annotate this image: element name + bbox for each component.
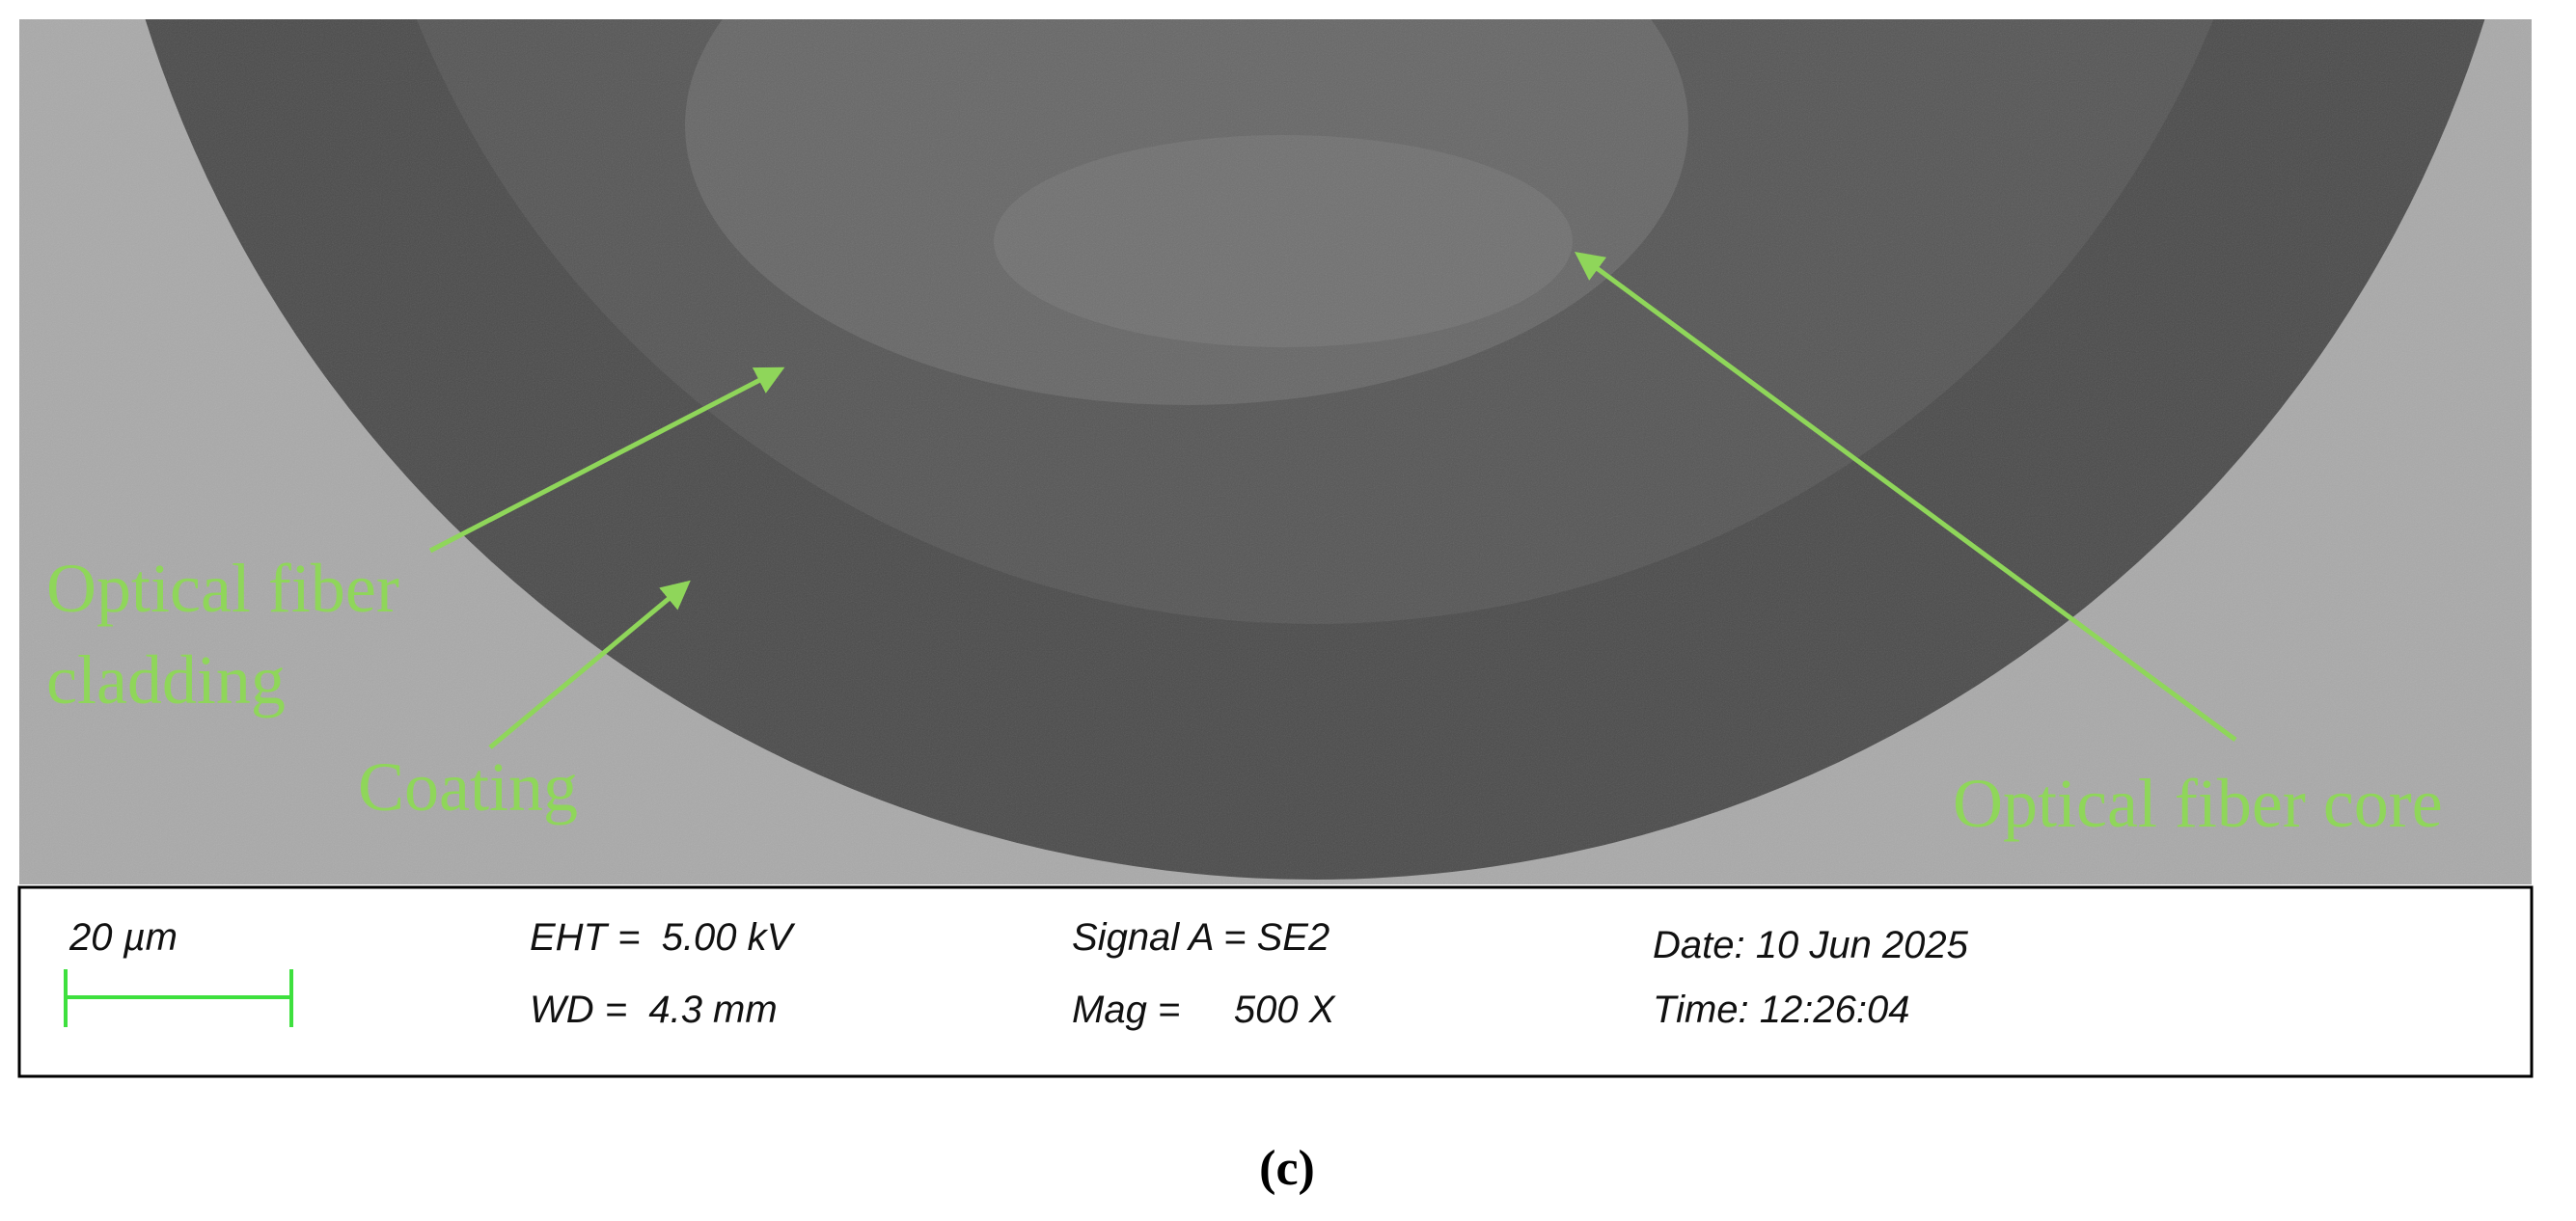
sem-image [19, 19, 2532, 884]
mag: Mag = 500 X [1072, 989, 1336, 1031]
scale-bar [64, 969, 293, 1027]
annotation: Optical fiber core [1953, 765, 2443, 842]
scale-label: 20 µm [69, 916, 178, 959]
wd: WD = 4.3 mm [530, 989, 778, 1031]
annotation: Coating [358, 748, 578, 826]
date: Date: 10 Jun 2025 [1653, 924, 1969, 966]
annotation: cladding [46, 641, 286, 719]
time: Time: 12:26:04 [1653, 989, 1909, 1031]
eht: EHT = 5.00 kV [530, 916, 796, 959]
signal: Signal A = SE2 [1072, 916, 1329, 959]
caption: (c) [1259, 1141, 1315, 1196]
annotation: Optical fiber [46, 550, 399, 627]
arrows [428, 252, 2237, 749]
info-panel [17, 885, 2534, 1078]
